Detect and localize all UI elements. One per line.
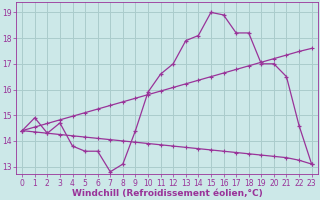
X-axis label: Windchill (Refroidissement éolien,°C): Windchill (Refroidissement éolien,°C) <box>72 189 262 198</box>
